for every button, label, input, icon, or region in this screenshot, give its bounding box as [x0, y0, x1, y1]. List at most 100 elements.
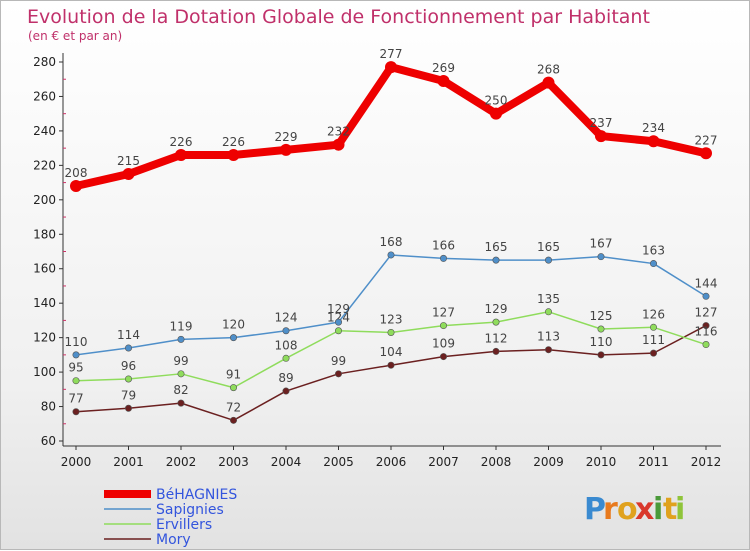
series-sapignies: 110 114 119 120 124 129 168 166 165 165 167 163 144 [65, 235, 717, 359]
data-label: 104 [380, 345, 403, 359]
y-tick-label: 240 [33, 124, 56, 138]
data-point [70, 180, 82, 193]
proxiti-logo: Pr oxi ti [584, 492, 685, 527]
data-point [702, 322, 710, 330]
data-point [334, 327, 342, 335]
data-point [72, 408, 80, 416]
logo-letter: r [603, 492, 618, 527]
data-point [282, 327, 290, 335]
y-tick-label: 220 [33, 158, 56, 172]
data-point [437, 74, 450, 87]
data-label: 234 [642, 121, 665, 135]
data-point [702, 341, 710, 349]
x-tick-label: 2011 [638, 455, 669, 469]
y-tick-label: 160 [33, 262, 56, 276]
data-label: 129 [485, 302, 508, 316]
data-point [542, 76, 555, 89]
data-label: 165 [537, 240, 560, 254]
data-label: 269 [432, 61, 455, 75]
data-point [439, 322, 447, 330]
data-point [387, 251, 395, 259]
data-point [385, 61, 397, 74]
data-point [649, 323, 657, 331]
chart-subtitle: (en € et par an) [28, 29, 122, 43]
logo-letter: P [584, 492, 606, 527]
data-label: 79 [121, 388, 136, 402]
data-label: 135 [537, 292, 560, 306]
y-tick-label: 260 [33, 89, 56, 103]
data-label: 208 [65, 166, 88, 180]
logo-letter: i [653, 492, 663, 527]
data-label: 127 [432, 306, 455, 320]
x-tick-label: 2004 [271, 455, 302, 469]
data-label: 168 [380, 235, 403, 249]
y-tick-label: 100 [33, 365, 56, 379]
data-label: 110 [65, 335, 88, 349]
series-mory: 77 79 82 72 89 99 104 109 112 113 110 111 127 [68, 306, 717, 424]
data-point [597, 351, 605, 359]
data-label: 91 [226, 368, 241, 382]
data-point [597, 325, 605, 333]
data-point [647, 135, 660, 148]
y-tick-label: 140 [33, 296, 56, 310]
data-label: 215 [117, 154, 140, 168]
data-label: 277 [380, 47, 403, 61]
series-béhagnies: 208 215 226 226 229 232 277 269 250 268 237 234 227 [65, 47, 718, 193]
x-tick-label: 2001 [113, 455, 144, 469]
data-label: 110 [590, 335, 613, 349]
x-tick-label: 2006 [376, 455, 407, 469]
data-label: 82 [173, 383, 188, 397]
data-label: 77 [68, 392, 83, 406]
y-tick-label: 200 [33, 193, 56, 207]
data-point [544, 346, 552, 354]
data-label: 95 [68, 361, 83, 375]
data-point [282, 354, 290, 362]
data-point [544, 308, 552, 316]
data-point [597, 253, 605, 261]
data-label: 99 [173, 354, 188, 368]
data-label: 226 [170, 135, 193, 149]
x-tick-label: 2008 [481, 455, 512, 469]
data-point [492, 347, 500, 355]
data-point [492, 256, 500, 264]
y-tick-label: 120 [33, 331, 56, 345]
x-tick-label: 2000 [61, 455, 92, 469]
data-point [175, 149, 187, 162]
data-point [595, 130, 607, 143]
chart-title: Evolution de la Dotation Globale de Fonc… [27, 6, 650, 28]
legend-label: BéHAGNIES [156, 487, 237, 503]
series-ervillers: 95 96 99 91 108 124 123 127 129 135 125 126 116 [68, 292, 717, 392]
data-point [125, 404, 133, 412]
data-point [332, 138, 345, 151]
data-point [280, 143, 292, 156]
data-point [230, 416, 238, 424]
data-point [177, 335, 185, 343]
logo-letter: t [663, 492, 677, 527]
data-label: 167 [590, 237, 613, 251]
data-label: 126 [642, 307, 665, 321]
data-label: 232 [327, 125, 350, 139]
data-label: 99 [331, 354, 346, 368]
data-point [492, 318, 500, 326]
data-point [439, 254, 447, 262]
data-point [439, 353, 447, 361]
logo-letter: o [617, 492, 638, 527]
data-point [282, 387, 290, 395]
data-point [649, 349, 657, 357]
data-label: 123 [380, 312, 403, 326]
data-label: 227 [695, 133, 718, 147]
y-tick-label: 180 [33, 227, 56, 241]
x-tick-label: 2005 [323, 455, 354, 469]
axes: 60 80 100 120 140 160 180 200 220 240 260 280 2000 20… [33, 53, 721, 469]
data-point [702, 292, 710, 300]
data-label: 229 [275, 130, 298, 144]
data-label: 119 [170, 319, 193, 333]
data-label: 114 [117, 328, 140, 342]
data-label: 268 [537, 63, 560, 77]
data-point [649, 260, 657, 268]
data-point [177, 370, 185, 378]
